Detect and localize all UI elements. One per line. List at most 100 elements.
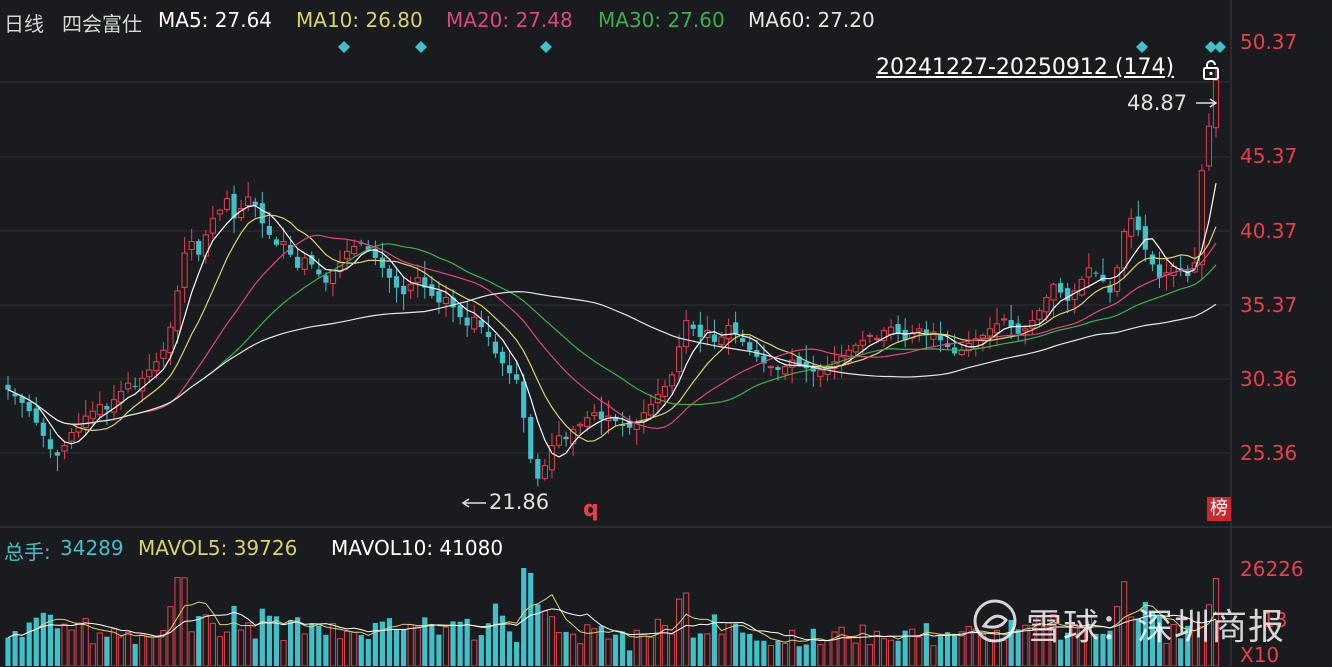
volume-bar[interactable]: [754, 640, 760, 666]
candle-body[interactable]: [697, 324, 703, 338]
volume-bar[interactable]: [916, 636, 923, 666]
volume-bar[interactable]: [944, 632, 951, 666]
volume-bar[interactable]: [287, 620, 294, 666]
candle-body[interactable]: [252, 201, 258, 206]
volume-bar[interactable]: [464, 618, 470, 666]
candle-body[interactable]: [457, 305, 463, 318]
volume-bar[interactable]: [196, 616, 202, 666]
volume-bar[interactable]: [993, 629, 1001, 666]
volume-bar[interactable]: [40, 612, 46, 666]
candle-body[interactable]: [1093, 272, 1099, 274]
volume-bar[interactable]: [965, 626, 972, 666]
event-markers[interactable]: [338, 41, 1226, 53]
volume-bar[interactable]: [132, 643, 138, 666]
volume-bar[interactable]: [584, 624, 591, 666]
candle-body[interactable]: [273, 239, 280, 245]
candle-body[interactable]: [548, 445, 556, 471]
volume-bar[interactable]: [436, 634, 442, 666]
candle-body[interactable]: [5, 384, 11, 390]
volume-bar[interactable]: [309, 623, 315, 666]
candle-body[interactable]: [245, 196, 252, 207]
volume-bar[interactable]: [1057, 639, 1064, 666]
volume-bar[interactable]: [202, 614, 209, 666]
candle-body[interactable]: [1008, 320, 1014, 328]
candle-body[interactable]: [1029, 320, 1036, 329]
volume-bar[interactable]: [747, 633, 753, 666]
candle-body[interactable]: [478, 320, 484, 328]
candle-body[interactable]: [1107, 285, 1113, 293]
period-label[interactable]: 日线: [4, 12, 44, 36]
volume-bar[interactable]: [19, 636, 25, 666]
volume-bar[interactable]: [909, 628, 916, 666]
volume-bar[interactable]: [26, 622, 32, 666]
volume-bar[interactable]: [153, 636, 160, 666]
volume-bar[interactable]: [528, 572, 534, 666]
volume-bar[interactable]: [923, 623, 929, 666]
candle-body[interactable]: [124, 382, 132, 390]
candle-body[interactable]: [1178, 268, 1184, 270]
volume-bar[interactable]: [838, 626, 845, 666]
volume-bar[interactable]: [704, 633, 711, 666]
volume-bar[interactable]: [231, 605, 237, 666]
candle-body[interactable]: [132, 385, 138, 387]
candle-body[interactable]: [323, 275, 329, 283]
candle-body[interactable]: [12, 393, 18, 397]
volume-bar[interactable]: [478, 635, 484, 666]
volume-bar[interactable]: [89, 643, 96, 666]
candle-body[interactable]: [880, 329, 888, 341]
candle-body[interactable]: [146, 369, 153, 378]
candle-body[interactable]: [619, 424, 626, 426]
volume-bar[interactable]: [1128, 616, 1135, 666]
volume-bar[interactable]: [591, 628, 598, 666]
volume-bar[interactable]: [852, 642, 859, 666]
volume-bar[interactable]: [1135, 618, 1141, 666]
volume-bar[interactable]: [810, 628, 816, 666]
candle-body[interactable]: [216, 209, 224, 215]
candle-body[interactable]: [414, 277, 421, 283]
volume-bar[interactable]: [174, 577, 181, 666]
candle-body[interactable]: [718, 336, 725, 345]
candle-body[interactable]: [33, 408, 39, 423]
volume-bar[interactable]: [541, 610, 548, 666]
volume-bar[interactable]: [733, 623, 739, 666]
candle-body[interactable]: [506, 365, 513, 374]
volume-bar[interactable]: [676, 598, 683, 666]
rank-badge[interactable]: 榜: [1207, 497, 1231, 521]
volume-bar[interactable]: [895, 640, 901, 666]
candle-body[interactable]: [859, 339, 866, 346]
candle-body[interactable]: [223, 198, 231, 210]
volume-bar[interactable]: [577, 643, 584, 666]
candle-body[interactable]: [598, 411, 605, 420]
volume-bar[interactable]: [1178, 638, 1184, 666]
candle-body[interactable]: [401, 285, 407, 295]
volume-bar[interactable]: [75, 622, 82, 666]
volume-bar[interactable]: [683, 592, 690, 666]
candle-body[interactable]: [993, 323, 1001, 334]
volume-bar[interactable]: [61, 623, 68, 666]
volume-bar[interactable]: [640, 633, 647, 666]
q-marker[interactable]: q: [583, 497, 599, 522]
candle-body[interactable]: [471, 316, 478, 330]
volume-bar[interactable]: [535, 604, 541, 666]
volume-bar[interactable]: [329, 623, 337, 666]
volume-bar[interactable]: [492, 603, 499, 666]
volume-bar[interactable]: [775, 640, 781, 666]
candle-body[interactable]: [19, 396, 25, 403]
candle-body[interactable]: [47, 439, 53, 450]
candle-body[interactable]: [96, 404, 103, 416]
volume-bar[interactable]: [54, 628, 61, 666]
volume-bar[interactable]: [146, 636, 153, 666]
candle-body[interactable]: [365, 246, 371, 250]
candle-body[interactable]: [528, 417, 534, 459]
volume-bar[interactable]: [485, 623, 491, 666]
candle-body[interactable]: [422, 277, 428, 288]
volume-bar[interactable]: [167, 606, 174, 666]
candle-body[interactable]: [26, 402, 32, 412]
candle-body[interactable]: [733, 322, 739, 334]
volume-bar[interactable]: [442, 626, 450, 666]
candle-body[interactable]: [647, 404, 654, 416]
volume-bar[interactable]: [859, 624, 866, 666]
volume-bar[interactable]: [33, 617, 39, 666]
candle-body[interactable]: [944, 343, 951, 347]
candle-body[interactable]: [153, 361, 160, 372]
